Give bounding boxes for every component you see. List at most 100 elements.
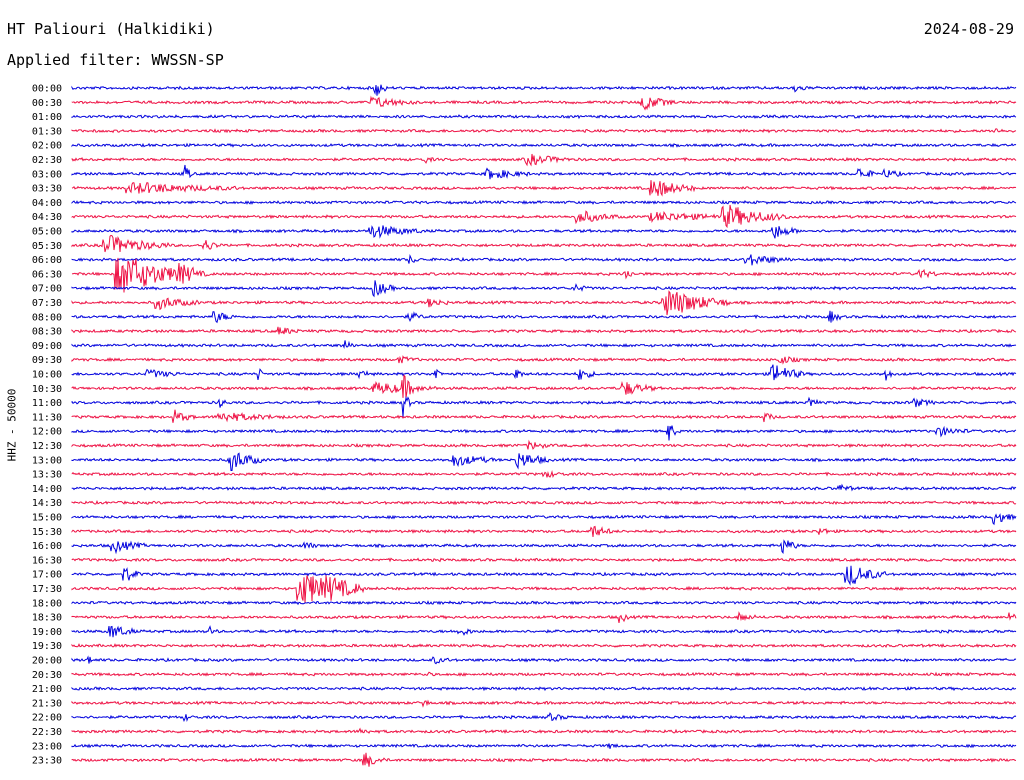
tick-label: 18:30	[32, 613, 62, 624]
series-line	[71, 499, 1017, 506]
series-line	[71, 557, 1017, 563]
series-line	[71, 643, 1017, 649]
series-line	[71, 310, 1017, 324]
series-line	[71, 600, 1017, 606]
series-line	[71, 326, 1017, 335]
series-line	[71, 199, 1017, 205]
series-line	[71, 290, 1017, 316]
tick-label: 05:30	[32, 241, 62, 252]
series-line	[71, 234, 1017, 253]
series-line	[71, 469, 1017, 478]
tick-label: 01:30	[32, 126, 62, 137]
tick-label: 22:30	[32, 727, 62, 738]
tick-label: 17:30	[32, 584, 62, 595]
series-line	[71, 743, 1017, 749]
tick-label: 11:30	[32, 412, 62, 423]
series-line	[71, 452, 1017, 471]
tick-label: 17:00	[32, 570, 62, 581]
tick-label: 08:00	[32, 312, 62, 323]
tick-label: 16:30	[32, 555, 62, 566]
series-line	[71, 128, 1017, 134]
tick-label: 00:30	[32, 98, 62, 109]
series-line	[71, 225, 1017, 239]
series-line	[71, 164, 1017, 180]
series-line	[71, 257, 1017, 293]
series-line	[71, 513, 1017, 526]
series-line	[71, 712, 1017, 722]
tick-label: 22:00	[32, 713, 62, 724]
tick-label: 20:00	[32, 656, 62, 667]
series-line	[71, 727, 1017, 734]
series-line	[71, 409, 1017, 423]
tick-label: 07:30	[32, 298, 62, 309]
series-line	[71, 114, 1017, 120]
series-line	[71, 655, 1017, 665]
tick-label: 00:00	[32, 84, 62, 95]
series-line	[71, 180, 1017, 197]
series-line	[71, 625, 1017, 638]
series-line	[71, 374, 1017, 398]
series-line	[71, 525, 1017, 538]
series-line	[71, 84, 1017, 96]
tick-label: 21:30	[32, 698, 62, 709]
tick-label: 19:00	[32, 627, 62, 638]
station-title: HT Paliouri (Halkidiki)	[7, 20, 215, 38]
tick-label: 01:00	[32, 112, 62, 123]
series-line	[71, 153, 1017, 167]
tick-label: 03:30	[32, 184, 62, 195]
series-line	[71, 396, 1017, 417]
series-line	[71, 355, 1017, 365]
tick-label: 12:30	[32, 441, 62, 452]
tick-label: 13:30	[32, 470, 62, 481]
tick-label: 18:00	[32, 598, 62, 609]
series-line	[71, 671, 1017, 677]
tick-label: 02:30	[32, 155, 62, 166]
series-line	[71, 611, 1017, 623]
tick-label: 05:00	[32, 227, 62, 238]
tick-label: 04:00	[32, 198, 62, 209]
tick-label: 11:00	[32, 398, 62, 409]
series-line	[71, 752, 1016, 767]
tick-label: 16:00	[32, 541, 62, 552]
series-line	[71, 204, 1017, 229]
series-line	[71, 142, 1017, 148]
tick-label: 14:00	[32, 484, 62, 495]
filter-label: Applied filter: WWSSN-SP	[7, 51, 224, 69]
tick-label: 10:00	[32, 370, 62, 381]
tick-label: 23:30	[32, 756, 62, 767]
series-line	[71, 280, 1017, 298]
series-line	[71, 364, 1017, 381]
tick-label: 15:30	[32, 527, 62, 538]
tick-label: 08:30	[32, 327, 62, 338]
tick-label: 12:00	[32, 427, 62, 438]
tick-label: 21:00	[32, 684, 62, 695]
series-line	[71, 425, 1017, 441]
tick-label: 20:30	[32, 670, 62, 681]
tick-label: 02:00	[32, 141, 62, 152]
tick-label: 09:30	[32, 355, 62, 366]
tick-label: 23:00	[32, 741, 62, 752]
series-line	[71, 686, 1017, 692]
tick-label: 03:00	[32, 169, 62, 180]
tick-label: 19:30	[32, 641, 62, 652]
tick-label: 09:00	[32, 341, 62, 352]
series-line	[71, 565, 1017, 586]
series-line	[71, 699, 1017, 708]
tick-label: 10:30	[32, 384, 62, 395]
tick-label: 06:30	[32, 269, 62, 280]
tick-label: 14:30	[32, 498, 62, 509]
tick-label: 13:00	[32, 455, 62, 466]
series-line	[71, 539, 1017, 555]
tick-label: 06:00	[32, 255, 62, 266]
series-line	[71, 575, 1017, 603]
series-line	[71, 439, 1017, 450]
tick-label: 07:00	[32, 284, 62, 295]
date-label: 2024-08-29	[923, 20, 1014, 38]
tick-label: 15:00	[32, 513, 62, 524]
series-line	[71, 95, 1017, 111]
tick-label: 04:30	[32, 212, 62, 223]
series-line	[71, 253, 1017, 266]
series-line	[71, 340, 1017, 350]
series-line	[71, 483, 1017, 492]
